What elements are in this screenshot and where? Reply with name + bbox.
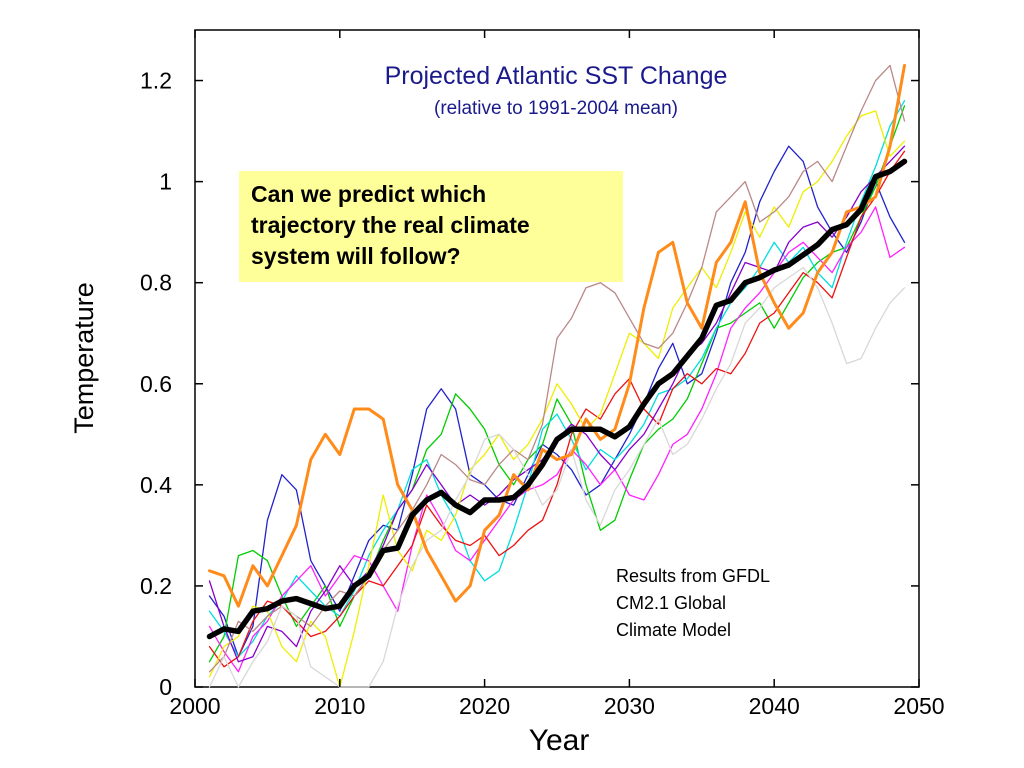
y-tick-label: 1.2 bbox=[140, 68, 172, 94]
y-axis-title: Temperature bbox=[69, 282, 99, 434]
ensemble-mean-line bbox=[206, 158, 908, 640]
series-line bbox=[208, 105, 906, 663]
y-tick-label: 0.4 bbox=[140, 472, 172, 498]
callout-line: system will follow? bbox=[251, 243, 461, 269]
chart-subtitle: (relative to 1991-2004 mean) bbox=[434, 98, 678, 119]
y-tick-label: 1 bbox=[159, 169, 172, 195]
y-tick-label: 0 bbox=[159, 674, 172, 700]
x-tick-label: 2050 bbox=[893, 693, 944, 719]
chart-title: Projected Atlantic SST Change bbox=[385, 62, 728, 90]
series-layer bbox=[206, 63, 908, 688]
tick-layer: 0 0.2 0.4 0.6 0.8 1 1.2 2000 2010 2020 2030 2040 205… bbox=[140, 30, 945, 719]
callout-line: trajectory the real climate bbox=[251, 212, 530, 238]
x-tick-label: 2030 bbox=[604, 693, 655, 719]
x-tick-label: 2000 bbox=[169, 693, 220, 719]
note-line: Results from GFDL bbox=[616, 566, 771, 586]
plot-frame bbox=[194, 29, 920, 688]
y-tick-label: 0.6 bbox=[140, 371, 172, 397]
y-tick-label: 0.8 bbox=[140, 270, 172, 296]
question-callout: Can we predict which trajectory the real… bbox=[239, 171, 623, 282]
note-line: CM2.1 Global bbox=[616, 593, 727, 613]
source-note: Results from GFDL CM2.1 Global Climate M… bbox=[616, 563, 836, 644]
x-tick-label: 2010 bbox=[314, 693, 365, 719]
x-axis-title: Year bbox=[529, 724, 590, 757]
series-line bbox=[208, 206, 906, 673]
highlight-series-line bbox=[208, 63, 906, 608]
y-tick-label: 0.2 bbox=[140, 573, 172, 599]
series-line bbox=[208, 266, 906, 688]
series-line bbox=[208, 150, 906, 668]
x-tick-label: 2020 bbox=[459, 693, 510, 719]
note-line: Climate Model bbox=[616, 620, 732, 640]
x-tick-label: 2040 bbox=[749, 693, 800, 719]
callout-line: Can we predict which bbox=[251, 181, 487, 207]
series-line bbox=[208, 110, 906, 688]
